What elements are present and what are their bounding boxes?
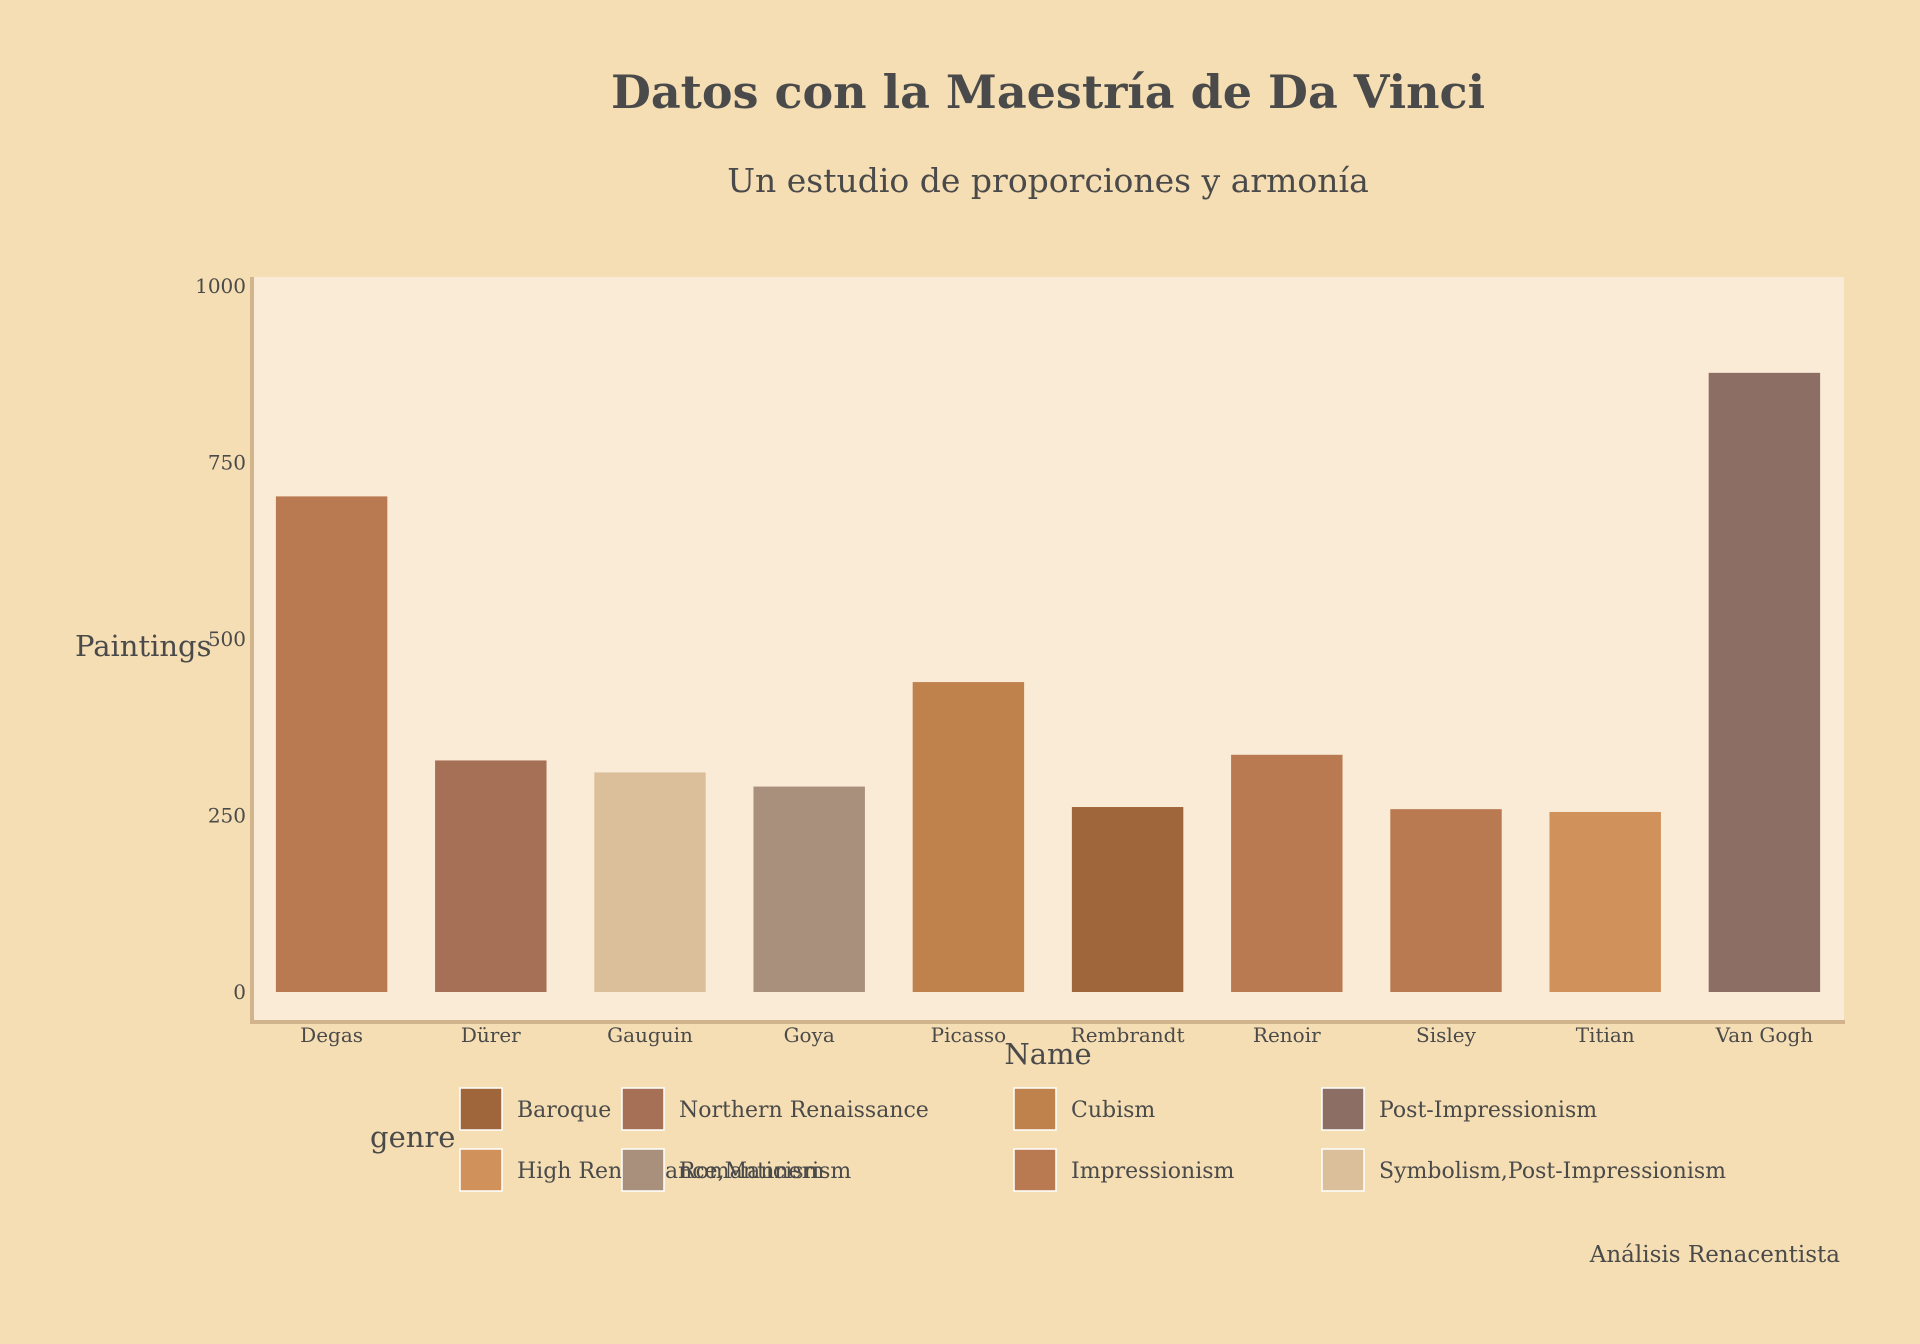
chart-subtitle: Un estudio de proporciones y armonía — [727, 161, 1369, 200]
y-tick-label: 500 — [208, 627, 246, 651]
x-tick-label: Renoir — [1253, 1023, 1321, 1047]
x-tick-label: Sisley — [1416, 1023, 1477, 1047]
legend-label: Baroque — [517, 1098, 611, 1123]
legend: Baroque High Renaissance,Mannerism Norther… — [459, 1087, 1726, 1192]
bar-rembrandt — [1071, 807, 1184, 992]
x-tick-label: Picasso — [931, 1023, 1007, 1047]
y-axis-title: Paintings — [75, 629, 212, 663]
legend-swatch — [1321, 1148, 1365, 1192]
bar-goya — [753, 786, 865, 992]
legend-label: Post-Impressionism — [1379, 1098, 1597, 1123]
y-tick-label: 750 — [208, 451, 246, 475]
legend-label: Romanticism — [679, 1159, 824, 1184]
bar-degas — [275, 496, 388, 992]
x-axis-title: Name — [1004, 1037, 1091, 1071]
legend-label: Northern Renaissance — [679, 1098, 929, 1123]
legend-swatch — [1013, 1148, 1057, 1192]
y-tick-label: 1000 — [195, 274, 246, 298]
bar-picasso — [912, 682, 1025, 992]
x-tick-label: Titian — [1576, 1023, 1635, 1047]
legend-swatch — [621, 1087, 665, 1131]
x-tick-label: Gauguin — [607, 1023, 693, 1047]
y-axis-ticks: 0 250 500 750 1000 — [195, 274, 246, 1004]
bar-van-gogh — [1708, 372, 1821, 992]
x-axis-ticks: Degas Dürer Gauguin Goya Picasso Rembrandt Ren… — [300, 1023, 1813, 1047]
bar-renoir — [1231, 754, 1343, 992]
legend-swatch — [1321, 1087, 1365, 1131]
legend-swatch — [621, 1148, 665, 1192]
legend-swatch — [459, 1087, 503, 1131]
legend-swatch — [459, 1148, 503, 1192]
bar-gauguin — [594, 772, 706, 992]
chart-title: Datos con la Maestría de Da Vinci — [611, 65, 1485, 119]
bar-sisley — [1390, 809, 1502, 992]
legend-label: High Renaissance,Mannerism — [517, 1159, 851, 1184]
bar-d-rer — [435, 760, 547, 992]
bar-titian — [1549, 811, 1661, 992]
y-tick-label: 250 — [208, 804, 246, 828]
x-tick-label: Goya — [784, 1023, 835, 1047]
x-tick-label: Van Gogh — [1715, 1023, 1814, 1047]
legend-label: Cubism — [1071, 1098, 1155, 1123]
legend-label: Symbolism,Post-Impressionism — [1379, 1159, 1726, 1184]
x-tick-label: Dürer — [461, 1023, 521, 1047]
chart-caption: Análisis Renacentista — [1589, 1242, 1841, 1268]
legend-swatch — [1013, 1087, 1057, 1131]
y-tick-label: 0 — [233, 980, 246, 1004]
legend-label: Impressionism — [1071, 1159, 1235, 1184]
x-tick-label: Degas — [300, 1023, 363, 1047]
bars-group — [275, 372, 1821, 992]
x-tick-label: Rembrandt — [1071, 1023, 1185, 1047]
legend-title: genre — [370, 1120, 455, 1154]
